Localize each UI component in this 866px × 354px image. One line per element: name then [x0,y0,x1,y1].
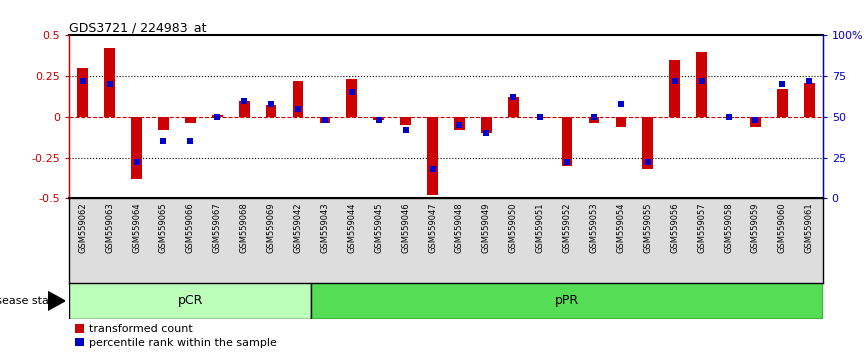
Text: GSM559056: GSM559056 [670,202,679,253]
Bar [131,117,142,179]
Bar [589,117,599,123]
Bar [400,117,411,125]
Bar [454,117,465,130]
Bar [643,117,653,169]
Bar [616,117,626,127]
Text: GSM559044: GSM559044 [347,202,356,253]
Bar [212,115,223,117]
Bar [723,117,734,119]
Legend: transformed count, percentile rank within the sample: transformed count, percentile rank withi… [74,324,277,348]
Text: GSM559064: GSM559064 [132,202,141,253]
Bar [481,117,492,133]
Bar [427,117,438,195]
Text: GSM559049: GSM559049 [481,202,491,253]
Text: GSM559043: GSM559043 [320,202,329,253]
Text: GSM559054: GSM559054 [617,202,625,253]
Bar [69,283,312,319]
Bar [373,117,385,120]
Text: GSM559057: GSM559057 [697,202,706,253]
Text: GSM559050: GSM559050 [508,202,518,253]
Bar [158,117,169,130]
Bar [669,60,680,117]
Bar [312,283,823,319]
Text: GSM559051: GSM559051 [536,202,545,253]
Text: GSM559062: GSM559062 [78,202,87,253]
Bar [104,48,115,117]
Bar [185,117,196,123]
Text: GSM559048: GSM559048 [455,202,464,253]
Polygon shape [48,291,65,310]
Text: disease state: disease state [0,296,61,306]
Bar [507,97,519,117]
Text: GSM559055: GSM559055 [643,202,652,253]
Bar [804,82,815,117]
Bar [562,117,572,166]
Text: GSM559069: GSM559069 [267,202,275,253]
Text: GSM559061: GSM559061 [805,202,814,253]
Text: GSM559060: GSM559060 [778,202,787,253]
Bar [266,105,276,117]
Text: GSM559066: GSM559066 [186,202,195,253]
Text: GSM559059: GSM559059 [751,202,760,253]
Text: GSM559042: GSM559042 [294,202,302,253]
Text: pPR: pPR [555,295,579,307]
Bar [777,89,788,117]
Text: GDS3721 / 224983_at: GDS3721 / 224983_at [69,21,207,34]
Text: GSM559047: GSM559047 [428,202,437,253]
Text: GSM559068: GSM559068 [240,202,249,253]
Text: pCR: pCR [178,295,203,307]
Bar [239,101,249,117]
Text: GSM559046: GSM559046 [401,202,410,253]
Bar [293,81,303,117]
Text: GSM559065: GSM559065 [159,202,168,253]
Text: GSM559052: GSM559052 [563,202,572,253]
Bar [320,117,330,123]
Bar [77,68,88,117]
Text: GSM559053: GSM559053 [590,202,598,253]
Text: GSM559067: GSM559067 [213,202,222,253]
Text: GSM559063: GSM559063 [105,202,114,253]
Text: GSM559058: GSM559058 [724,202,733,253]
Bar [750,117,761,127]
Text: GSM559045: GSM559045 [374,202,384,253]
Bar [535,117,546,119]
Bar [696,52,707,117]
Bar [346,79,357,117]
